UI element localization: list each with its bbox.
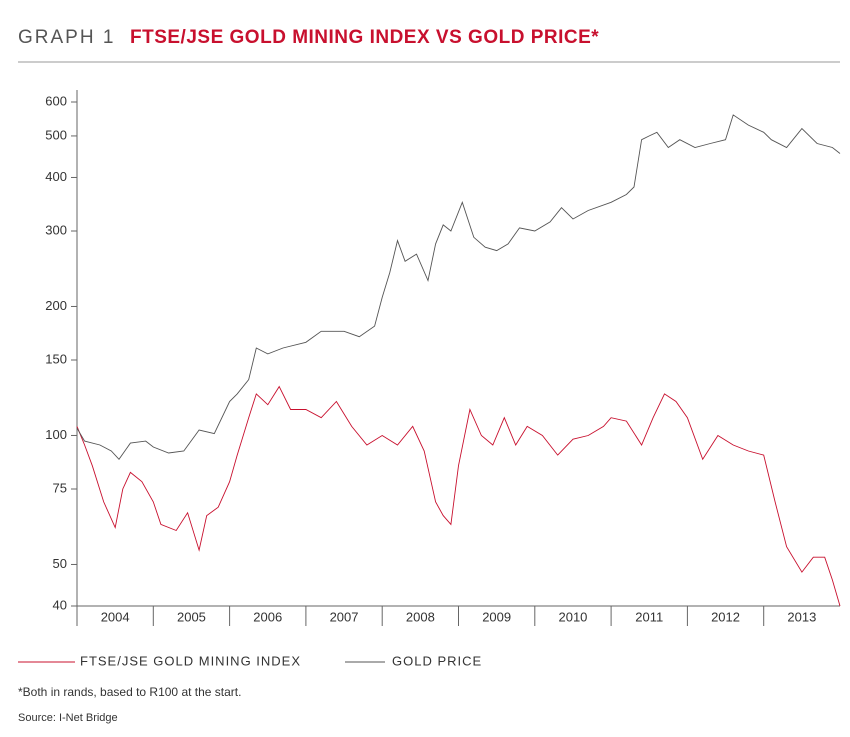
x-tick-label: 2004: [101, 609, 130, 624]
y-tick-label: 500: [45, 127, 67, 142]
x-tick-label: 2011: [635, 609, 663, 624]
x-tick-label: 2013: [787, 609, 816, 624]
legend-label: FTSE/JSE GOLD MINING INDEX: [80, 653, 301, 668]
series-line: [76, 114, 841, 461]
y-tick-label: 50: [53, 556, 67, 571]
y-tick-label: 100: [45, 427, 67, 442]
header: GRAPH 1: [18, 27, 115, 48]
x-tick-label: 2005: [177, 609, 206, 624]
y-tick-label: 600: [45, 93, 67, 108]
x-tick-label: 2010: [558, 609, 587, 624]
source: Source: I-Net Bridge: [18, 712, 118, 724]
x-tick-label: 2012: [711, 609, 740, 624]
legend-label: GOLD PRICE: [392, 653, 482, 668]
y-tick-label: 40: [53, 597, 67, 612]
series-line: [76, 385, 841, 607]
y-tick-label: 400: [45, 169, 67, 184]
chart-title: FTSE/JSE GOLD MINING INDEX VS GOLD PRICE…: [130, 27, 599, 48]
footnote: *Both in rands, based to R100 at the sta…: [18, 685, 241, 699]
y-tick-label: 200: [45, 298, 67, 313]
y-tick-label: 75: [53, 480, 67, 495]
x-tick-label: 2006: [253, 609, 282, 624]
y-tick-label: 150: [45, 351, 67, 366]
x-tick-label: 2009: [482, 609, 511, 624]
x-tick-label: 2008: [406, 609, 435, 624]
x-tick-label: 2007: [330, 609, 359, 624]
y-tick-label: 300: [45, 222, 67, 237]
